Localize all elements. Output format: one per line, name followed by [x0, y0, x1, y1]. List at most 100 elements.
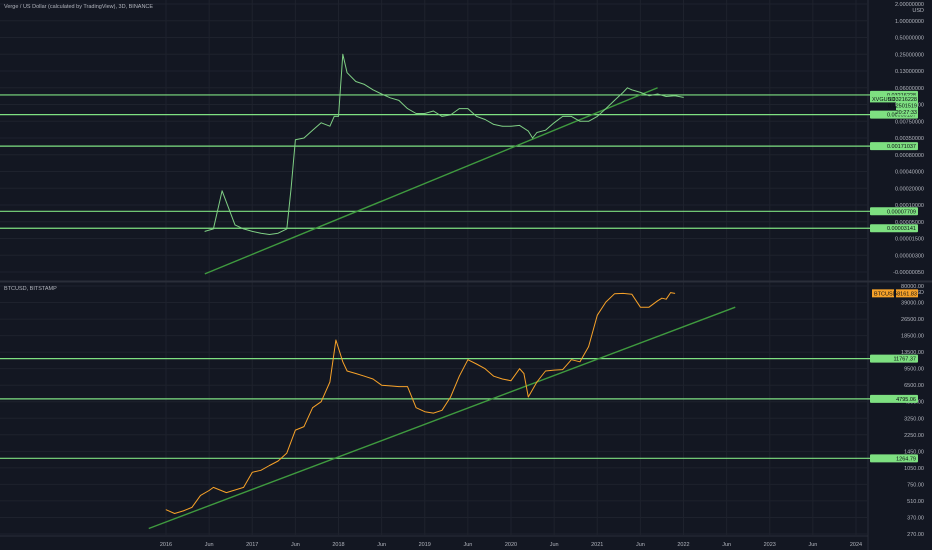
y-tick-label: 80000.00 [901, 284, 924, 290]
data-point [182, 510, 184, 512]
data-point [527, 396, 529, 398]
data-point [484, 119, 486, 120]
data-point [243, 228, 244, 230]
data-point [519, 125, 520, 126]
data-point [320, 122, 322, 124]
data-point [320, 401, 322, 403]
data-point [622, 293, 624, 294]
data-point [251, 471, 253, 473]
y-tick-label: 0.00080000 [895, 153, 924, 159]
data-point [627, 87, 628, 89]
data-point [234, 224, 236, 226]
data-point [312, 129, 313, 131]
data-point [532, 137, 533, 139]
level-price-tag [870, 454, 918, 463]
data-point [355, 81, 357, 82]
level-price-label: 0.00007709 [887, 209, 916, 215]
data-point [277, 232, 279, 234]
x-tick-label: Jun [463, 542, 472, 548]
data-point [519, 368, 520, 370]
data-point [510, 125, 512, 127]
x-tick-label: Jun [722, 542, 731, 548]
trend-line [148, 306, 736, 530]
data-point [484, 368, 486, 370]
data-point [260, 232, 262, 234]
data-point [661, 297, 663, 299]
data-point [372, 89, 374, 91]
y-tick-label: 0.00040000 [895, 170, 924, 176]
data-point [303, 137, 305, 139]
level-price-tag [870, 354, 918, 363]
symbol-tag-box [870, 95, 900, 103]
x-tick-label: 2024 [850, 542, 862, 548]
data-point [536, 132, 538, 133]
y-tick-label: 39000.00 [901, 301, 924, 307]
data-point [467, 108, 469, 109]
data-point [415, 113, 417, 114]
x-tick-label: 2020 [505, 542, 517, 548]
data-point [407, 386, 408, 387]
y-tick-label: 0.25000000 [895, 52, 924, 58]
data-point [333, 116, 335, 117]
data-point [571, 116, 572, 117]
data-point [329, 125, 331, 127]
y-tick-label: 510.00 [907, 499, 924, 505]
data-point [433, 412, 434, 414]
data-point [657, 93, 658, 95]
data-point [389, 97, 391, 99]
axis-unit-label: USD [912, 290, 924, 296]
y-tick-label: 1050.00 [904, 466, 924, 472]
y-tick-label: 2250.00 [904, 433, 924, 439]
data-point [614, 293, 615, 295]
y-tick-label: 0.00350000 [895, 136, 924, 142]
data-point [364, 84, 365, 85]
y-tick-label: 0.13000000 [895, 69, 924, 75]
data-point [493, 124, 495, 125]
x-tick-label: Jun [377, 542, 386, 548]
data-point [165, 509, 167, 511]
level-price-label: 11767.37 [893, 357, 916, 363]
data-point [335, 339, 337, 341]
data-point [510, 380, 512, 382]
data-point [631, 89, 633, 91]
data-point [562, 369, 564, 370]
data-point [571, 359, 572, 361]
data-point [545, 370, 546, 372]
data-point [251, 231, 253, 232]
data-point [286, 452, 288, 454]
data-point [424, 113, 426, 114]
x-tick-label: 2021 [591, 542, 603, 548]
current-price-label: 20:27:33 [896, 110, 917, 116]
data-point [226, 492, 227, 493]
data-point [622, 92, 624, 93]
data-point [415, 407, 417, 409]
level-price-label: 0.00171037 [887, 144, 916, 150]
data-point [527, 130, 529, 132]
data-point [493, 375, 495, 377]
data-point [502, 125, 503, 127]
data-point [342, 361, 344, 363]
data-point [372, 378, 374, 380]
y-tick-label: 3250.00 [904, 416, 924, 422]
x-tick-label: Jun [205, 542, 214, 548]
data-point [295, 429, 296, 431]
data-point [674, 293, 676, 294]
y-tick-label: 6500.00 [904, 383, 924, 389]
data-point [588, 120, 589, 122]
data-point [605, 108, 607, 109]
y-tick-label: 13500.00 [901, 350, 924, 356]
x-tick-label: 2016 [160, 542, 172, 548]
data-point [596, 116, 598, 117]
y-tick-label: 0.00020000 [895, 186, 924, 192]
current-price-label: 0.02501519 [888, 103, 917, 109]
data-point [562, 116, 564, 117]
data-point [665, 298, 667, 300]
data-point [683, 97, 684, 98]
data-point [355, 373, 357, 374]
data-point [553, 122, 555, 124]
x-tick-label: Jun [636, 542, 645, 548]
level-price-tag [870, 142, 918, 151]
data-point [433, 110, 434, 112]
data-point [458, 108, 460, 109]
